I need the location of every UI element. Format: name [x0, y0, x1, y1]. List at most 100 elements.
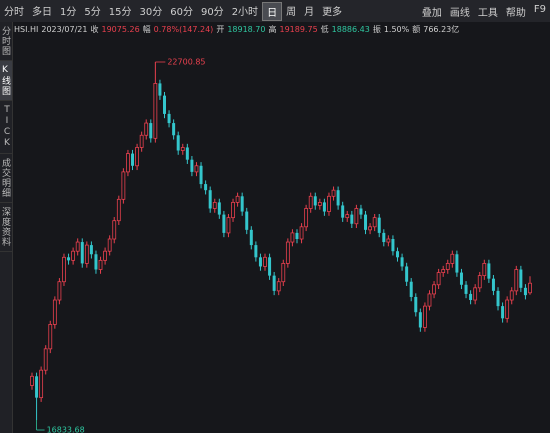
- candle-body: [295, 232, 299, 240]
- candle-body: [281, 263, 286, 283]
- info-value: 766.23亿: [423, 24, 460, 34]
- candle-body: [477, 275, 482, 289]
- candle-body: [153, 83, 158, 139]
- candle-body: [52, 299, 57, 325]
- candle-body: [491, 278, 495, 291]
- candle-body: [354, 208, 359, 225]
- candle-body: [268, 257, 272, 276]
- period-tabs: 分时 多日 1分 5分 15分 30分 60分 90分 2小时日周月更多: [0, 1, 346, 21]
- date: 2023/07/21: [41, 24, 88, 34]
- candle-body: [245, 211, 249, 230]
- candle-body: [185, 147, 189, 160]
- candle-body: [89, 245, 93, 255]
- candle-body: [80, 242, 84, 264]
- period-tab[interactable]: 30分: [139, 6, 163, 18]
- candle-body: [75, 241, 80, 252]
- candle-body: [473, 287, 478, 301]
- candle-body: [139, 134, 144, 148]
- tool-button[interactable]: F9: [533, 3, 546, 15]
- candle-body: [30, 375, 34, 386]
- candle-body: [317, 201, 322, 206]
- min-label: 16833.68: [47, 426, 85, 433]
- candle-body: [414, 296, 418, 313]
- info-value: 19075.26: [101, 24, 140, 34]
- tool-button[interactable]: 画线: [449, 7, 470, 19]
- candle-body: [98, 259, 103, 270]
- candle-body: [285, 241, 290, 264]
- candle-body: [180, 147, 185, 151]
- max-label: 22700.85: [167, 58, 205, 67]
- info-label: 振: [372, 24, 381, 34]
- period-tab[interactable]: 2小时: [231, 6, 259, 18]
- period-tab[interactable]: 更多: [322, 6, 343, 18]
- candle-body: [263, 256, 267, 267]
- candle-body: [258, 257, 262, 267]
- period-tab[interactable]: 15分: [108, 6, 132, 18]
- candle-body: [400, 257, 404, 267]
- side-tab[interactable]: 分时图: [0, 22, 12, 61]
- candle-body: [372, 217, 377, 228]
- candle-body: [396, 251, 400, 258]
- candle-body: [501, 306, 505, 319]
- candle-body: [341, 205, 345, 218]
- candle-body: [459, 272, 463, 285]
- period-tab[interactable]: 5分: [84, 6, 101, 18]
- candle-body: [450, 253, 455, 264]
- period-tab[interactable]: 60分: [170, 6, 193, 18]
- candle-body: [212, 201, 217, 209]
- candle-body: [464, 284, 468, 294]
- candle-body: [436, 272, 441, 286]
- period-tab[interactable]: 多日: [32, 6, 52, 18]
- side-tab[interactable]: TICK: [0, 101, 12, 154]
- period-tab[interactable]: 分时: [4, 6, 24, 18]
- info-value: 0.78%(147.24): [153, 24, 214, 34]
- candle-body: [121, 171, 126, 200]
- candle-body: [272, 275, 276, 291]
- candle-body: [240, 196, 244, 212]
- candle-body: [71, 250, 76, 261]
- candle-body: [432, 284, 436, 295]
- candle-body: [391, 239, 395, 252]
- candle-body: [514, 269, 519, 292]
- tool-button[interactable]: 叠加: [421, 7, 442, 19]
- info-bar: HSI.HI 2023/07/21 收 19075.26 幅 0.78%(147.24…: [14, 22, 459, 36]
- candle-body: [149, 123, 153, 139]
- candle-body: [176, 135, 180, 151]
- info-label: 低: [320, 24, 329, 34]
- candle-body: [359, 208, 363, 215]
- candle-body: [162, 95, 166, 114]
- side-tab[interactable]: 深度资料: [0, 203, 12, 252]
- candle-body: [331, 189, 336, 197]
- candle-body: [445, 263, 450, 270]
- candle-body: [405, 266, 409, 282]
- period-tab[interactable]: 周: [286, 6, 297, 18]
- tool-button[interactable]: 工具: [477, 7, 498, 19]
- period-tab[interactable]: 日: [262, 1, 283, 21]
- candle-body: [487, 263, 491, 279]
- candle-body: [327, 195, 331, 212]
- candle-body: [304, 208, 309, 228]
- candle-body: [509, 290, 514, 301]
- candle-body: [126, 153, 130, 173]
- chart: 22700.85 16833.68: [30, 58, 532, 433]
- candle-body: [222, 214, 226, 233]
- candle-body: [469, 293, 473, 301]
- candle-body: [496, 290, 500, 307]
- candle-body: [345, 214, 350, 219]
- info-value: 18886.43: [331, 24, 370, 34]
- candle-body: [204, 184, 208, 191]
- candle-body: [57, 281, 62, 301]
- candle-body: [364, 214, 368, 230]
- period-tab[interactable]: 1分: [60, 6, 77, 18]
- tools: 叠加 画线 工具 帮助 F9: [418, 3, 550, 20]
- candle-body: [43, 348, 48, 371]
- period-tab[interactable]: 月: [304, 6, 315, 18]
- period-tab[interactable]: 90分: [200, 6, 224, 18]
- candle-body: [418, 312, 422, 328]
- candle-body: [235, 195, 240, 203]
- tool-button[interactable]: 帮助: [505, 7, 526, 19]
- side-tab[interactable]: K线图: [0, 61, 12, 101]
- candle-body: [116, 198, 121, 222]
- side-tab[interactable]: 成交明细: [0, 154, 12, 203]
